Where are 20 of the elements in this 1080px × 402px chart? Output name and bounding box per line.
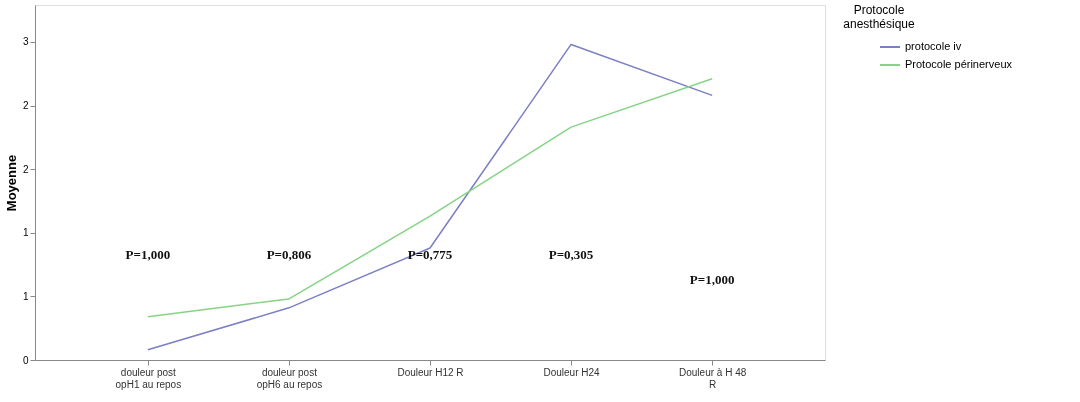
y-tick-label: 1 [22,290,29,302]
legend-label: protocole iv [905,40,962,52]
x-tick-label: douleur post opH1 au repos [115,366,182,390]
annotation: P=1,000 [689,272,735,287]
annotation: P=0,305 [548,247,594,262]
y-tick-label: 2 [22,163,29,175]
annotation: P=0,775 [407,247,453,262]
y-axis-title: Moyenne [3,154,19,212]
y-tick-label: 2 [22,100,29,112]
legend-label: Protocole périnerveux [905,58,1013,70]
annotation: P=0,806 [266,247,312,262]
y-tick-label: 1 [22,227,29,239]
legend-title: Protocole anesthésique [843,3,916,31]
annotation: P=1,000 [125,247,171,262]
y-tick-label: 3 [22,36,29,48]
y-tick-label: 0 [22,354,29,366]
x-tick-label: douleur post opH6 au repos [256,366,323,390]
x-tick-label: Douleur H12 R [397,366,464,378]
x-tick-label: Douleur H24 [543,366,601,378]
x-tick-label: Douleur à H 48 R [679,366,747,390]
